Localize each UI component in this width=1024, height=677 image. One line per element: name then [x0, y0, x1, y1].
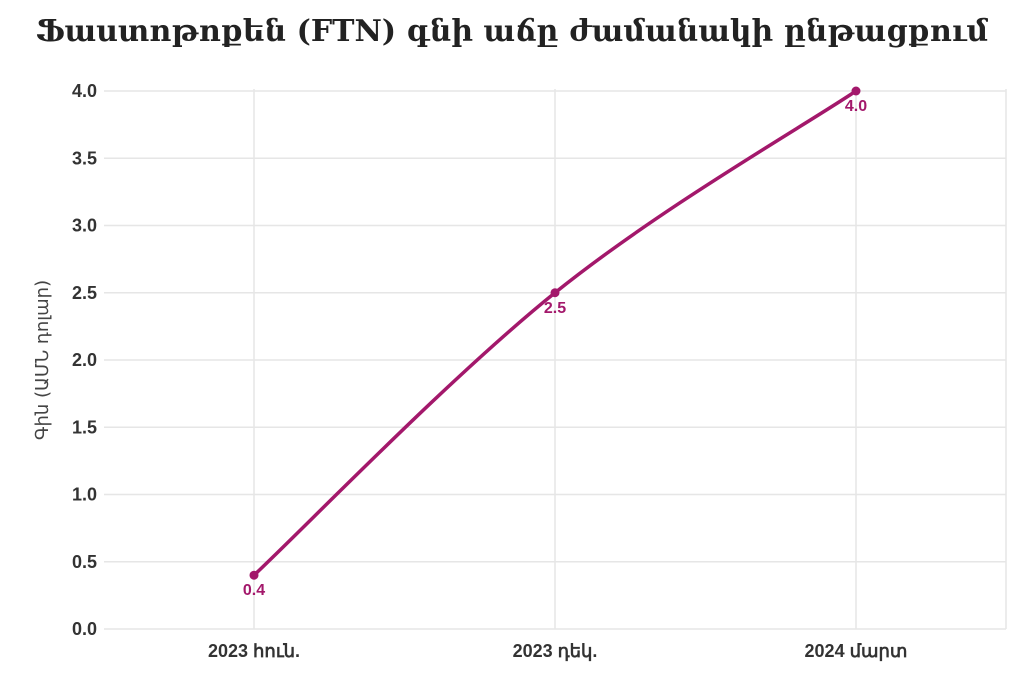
- y-tick-label: 1.5: [72, 417, 97, 437]
- y-tick-label: 3.5: [72, 148, 97, 168]
- data-label: 2.5: [544, 300, 566, 317]
- y-axis-ticks: 0.0 0.5 1.0 1.5 2.0 2.5 3.0 3.5 4.0: [72, 81, 97, 639]
- x-tick-label: 2024 մարտ: [805, 641, 908, 662]
- data-label: 0.4: [243, 582, 265, 599]
- data-label: 4.0: [845, 98, 867, 115]
- y-tick-label: 2.0: [72, 350, 97, 370]
- x-axis-ticks: 2023 հուն. 2023 դեկ. 2024 մարտ: [208, 641, 908, 662]
- y-tick-label: 1.0: [72, 485, 97, 505]
- series: 0.4 2.5 4.0: [243, 86, 867, 599]
- chart-title: Ֆաստոթոքեն (FTN) գնի աճը ժամանակի ընթացք…: [35, 14, 989, 49]
- data-point: [851, 86, 861, 96]
- x-tick-label: 2023 դեկ.: [513, 641, 598, 662]
- data-point: [550, 288, 560, 298]
- y-tick-label: 0.5: [72, 552, 97, 572]
- x-tick-label: 2023 հուն.: [208, 641, 300, 661]
- data-point: [249, 570, 259, 580]
- y-axis-label: Գին (ԱՄՆ դոլար): [32, 280, 53, 440]
- grid: [104, 89, 1007, 630]
- y-tick-label: 0.0: [72, 619, 97, 639]
- y-tick-label: 2.5: [72, 283, 97, 303]
- y-tick-label: 4.0: [72, 81, 97, 101]
- y-tick-label: 3.0: [72, 216, 97, 236]
